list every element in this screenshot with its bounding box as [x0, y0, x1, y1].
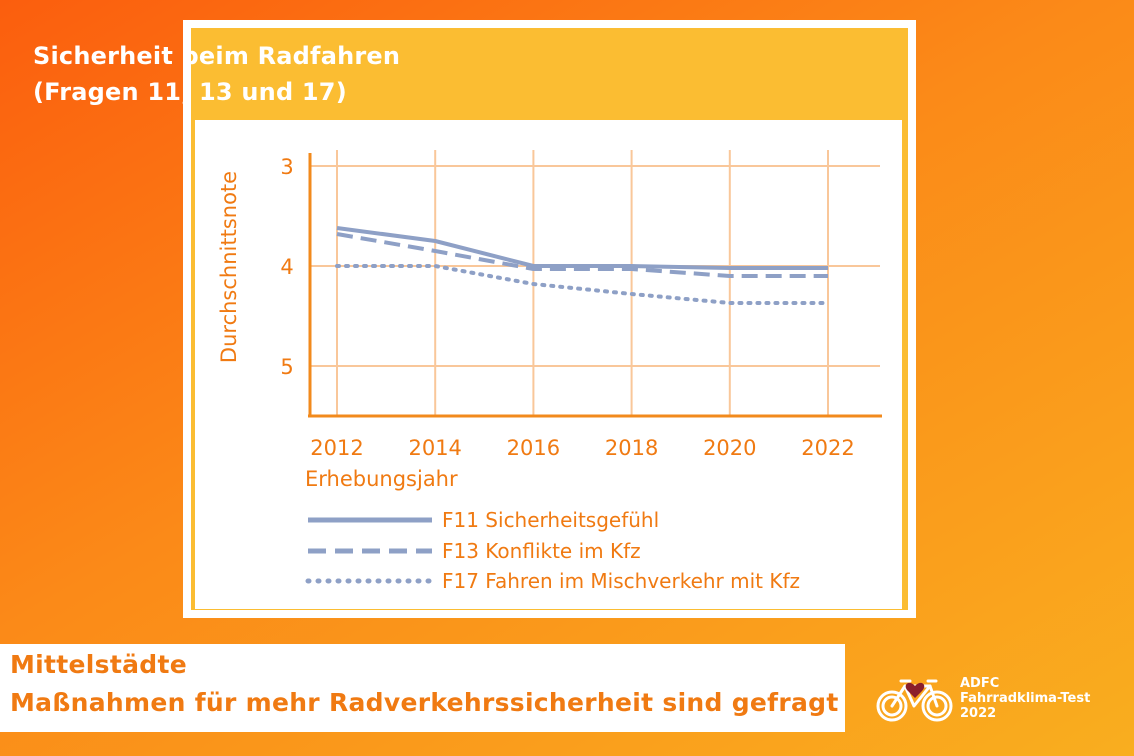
series-line-dashed: [336, 232, 828, 278]
chart-title: Sicherheit beim Radfahren (Fragen 11, 13…: [33, 38, 400, 110]
plot-area: [195, 120, 902, 609]
y-tick-label: 4: [280, 255, 293, 279]
legend-label: F11 Sicherheitsgefühl: [442, 508, 659, 532]
logo-line1: ADFC: [960, 676, 1000, 691]
x-tick-label: 2020: [703, 436, 756, 460]
footer-heading: Mittelstädte: [10, 650, 187, 679]
line-chart: 3 4 5 2012 2014 2016 2018 2020 2022 Erhebungsjahr…: [217, 150, 882, 593]
chart-title-line2: (Fragen 11, 13 und 17): [33, 78, 347, 106]
x-axis-label: Erhebungsjahr: [305, 467, 458, 491]
logo-line2: Fahrradklima-Test: [960, 691, 1091, 706]
logo-text: ADFC Fahrradklima-Test 2022: [960, 676, 1090, 721]
series-line-dotted: [335, 264, 830, 305]
legend-label: F17 Fahren im Mischverkehr mit Kfz: [442, 569, 800, 593]
y-tick-label: 5: [280, 355, 293, 379]
adfc-logo: ADFC Fahrradklima-Test 2022: [872, 672, 1102, 732]
y-tick-label: 3: [280, 155, 293, 179]
footer-caption: Mittelstädte Maßnahmen für mehr Radverke…: [0, 644, 845, 732]
bicycle-heart-icon: [876, 679, 953, 722]
x-tick-label: 2014: [408, 436, 461, 460]
legend-label: F13 Konflikte im Kfz: [442, 539, 641, 563]
x-tick-label: 2022: [801, 436, 854, 460]
footer-subheading: Maßnahmen für mehr Radverkehrssicherheit…: [10, 688, 839, 717]
chart-title-line1: Sicherheit beim Radfahren: [33, 42, 401, 70]
x-tick-label: 2012: [310, 436, 363, 460]
logo-line3: 2022: [960, 706, 997, 721]
series-line-solid: [336, 226, 828, 270]
x-tick-label: 2018: [605, 436, 658, 460]
x-tick-label: 2016: [507, 436, 560, 460]
y-axis-label: Durchschnittsnote: [217, 171, 241, 363]
